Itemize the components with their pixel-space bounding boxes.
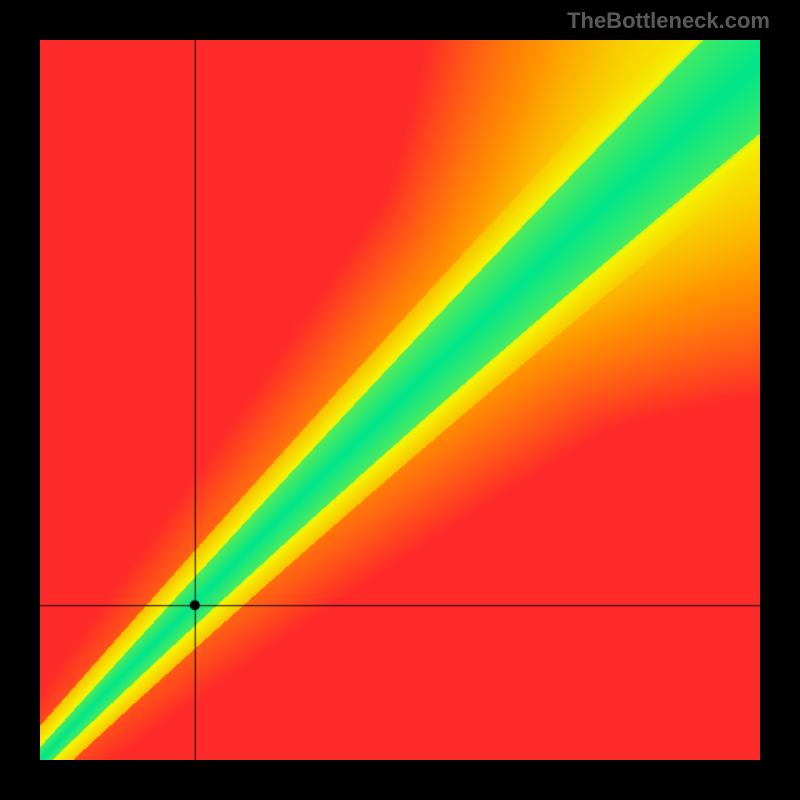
bottleneck-heatmap: [40, 40, 760, 760]
chart-container: TheBottleneck.com: [0, 0, 800, 800]
watermark-text: TheBottleneck.com: [567, 8, 770, 34]
